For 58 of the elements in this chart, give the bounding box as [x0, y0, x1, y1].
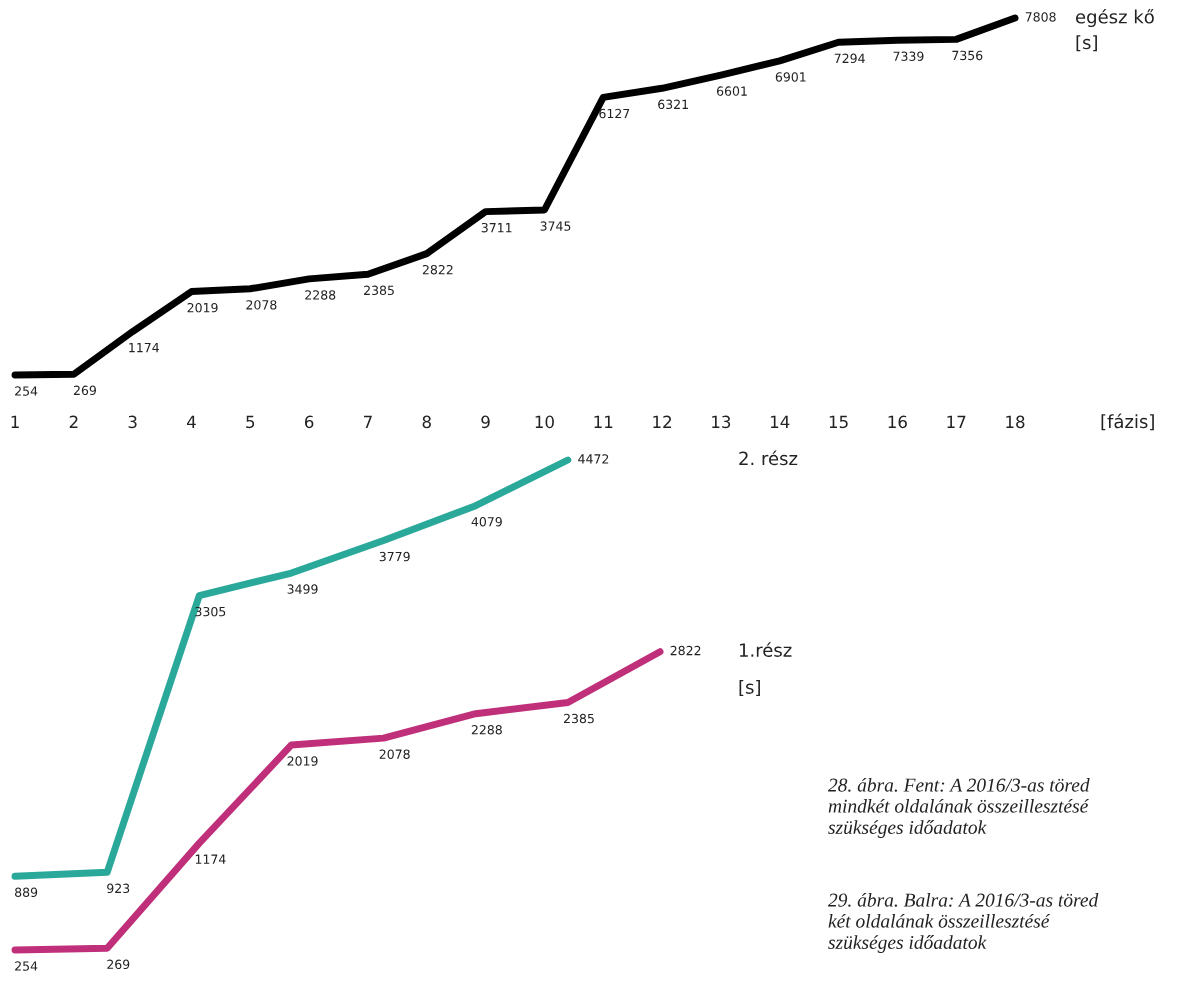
x-tick-label: 11 — [594, 415, 613, 428]
data-label: 7339 — [893, 51, 924, 61]
x-tick-label: 16 — [888, 415, 907, 429]
x-tick-label: 8 — [422, 415, 431, 429]
data-label: 254 — [15, 961, 38, 971]
x-tick-label: 6 — [304, 415, 314, 429]
data-label: 4079 — [471, 516, 502, 527]
data-label: 1174 — [129, 343, 159, 353]
data-label: 269 — [73, 385, 96, 396]
data-label: 6601 — [716, 86, 747, 96]
x-tick-label: 17 — [947, 415, 966, 428]
data-label: 2288 — [471, 725, 502, 735]
data-label: 7808 — [1025, 12, 1056, 22]
data-label: 7294 — [834, 53, 865, 64]
text: 2. rész — [739, 450, 798, 466]
data-label: 6127 — [599, 108, 630, 119]
data-label: 2385 — [563, 713, 594, 724]
text: 1.rész — [739, 642, 792, 657]
x-tick-label: 1 — [11, 415, 19, 428]
data-label: 1174 — [195, 854, 226, 864]
data-label: 7356 — [952, 50, 983, 61]
x-tick-label: 5 — [246, 415, 255, 429]
x-tick-label: 15 — [829, 415, 848, 429]
data-label: 269 — [107, 959, 130, 970]
data-label: 4472 — [578, 454, 609, 464]
data-label: 2822 — [670, 645, 701, 656]
data-label: 2019 — [187, 302, 218, 313]
text: egész kő — [1076, 8, 1154, 28]
text: 29. ábra. Balra: A 2016/3-as töred két oldalának összeillesztésé szükséges időadatok — [828, 892, 1099, 953]
data-label: 6901 — [775, 72, 806, 82]
data-label: 254 — [15, 386, 38, 396]
data-label: 2822 — [422, 264, 453, 275]
data-label: 3745 — [540, 221, 571, 231]
data-label: 889 — [15, 887, 38, 898]
x-tick-label: 7 — [364, 415, 372, 428]
data-label: 2288 — [305, 290, 336, 300]
x-axis-title: [fázis] — [1101, 413, 1154, 431]
data-label: 3711 — [481, 222, 512, 233]
data-label: 3779 — [379, 551, 410, 562]
x-tick-label: 2 — [69, 415, 78, 428]
x-tick-label: 4 — [186, 415, 196, 428]
y-axis-title: [s] — [739, 679, 760, 697]
x-tick-label: 12 — [653, 415, 671, 428]
x-tick-label: 13 — [712, 415, 731, 429]
x-tick-label: 18 — [1006, 415, 1025, 429]
text: 28. ábra. Fent: A 2016/3-as töred mindkét oldalának összeillesztésé szükséges időadatok — [828, 777, 1090, 838]
data-label: 6321 — [658, 99, 688, 110]
data-label: 2385 — [364, 285, 394, 296]
data-label: 2078 — [379, 749, 410, 759]
x-tick-label: 9 — [481, 415, 490, 429]
data-label: 3499 — [287, 584, 318, 594]
x-tick-label: 14 — [770, 415, 790, 428]
data-label: 2078 — [246, 300, 277, 310]
x-tick-label: 3 — [128, 415, 137, 429]
x-tick-label: 10 — [535, 415, 554, 429]
data-label: 923 — [107, 883, 130, 894]
data-label: 2019 — [287, 756, 318, 766]
y-axis-title: [s] — [1076, 35, 1097, 52]
